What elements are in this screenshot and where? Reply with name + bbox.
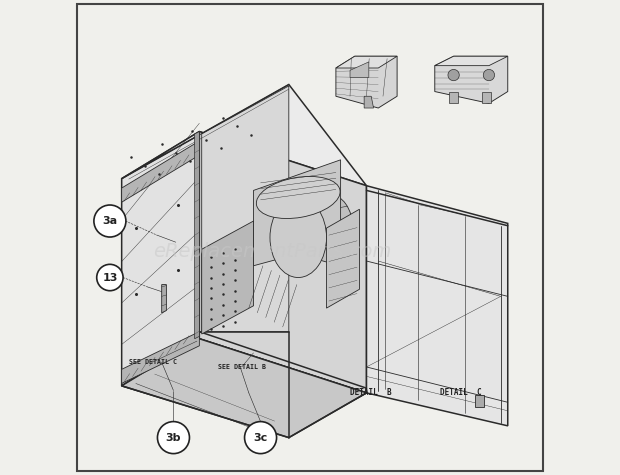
Polygon shape [200,132,366,393]
Circle shape [483,69,495,81]
Polygon shape [364,96,374,108]
Circle shape [244,422,277,454]
Polygon shape [254,160,340,266]
Polygon shape [202,86,289,332]
Polygon shape [122,339,366,437]
Polygon shape [475,395,484,407]
Polygon shape [122,132,200,386]
Polygon shape [336,56,397,68]
Polygon shape [122,141,200,202]
Circle shape [448,69,459,81]
Text: 3c: 3c [254,433,268,443]
Polygon shape [435,56,508,104]
Polygon shape [366,186,508,426]
Circle shape [157,422,190,454]
Text: DETAIL  C: DETAIL C [440,388,482,397]
Circle shape [97,264,123,291]
Polygon shape [482,92,491,104]
Polygon shape [195,132,200,339]
Polygon shape [162,285,166,313]
Text: eReplacementParts.com: eReplacementParts.com [153,242,391,261]
Polygon shape [122,339,366,435]
Polygon shape [122,85,366,186]
Polygon shape [350,62,369,77]
Polygon shape [336,56,397,108]
Text: SEE DETAIL C: SEE DETAIL C [129,359,177,365]
Polygon shape [122,332,200,383]
Polygon shape [202,221,254,334]
Text: SEE DETAIL B: SEE DETAIL B [218,364,266,370]
Polygon shape [435,56,508,66]
Circle shape [94,205,126,237]
Polygon shape [327,209,360,308]
Text: 3b: 3b [166,433,181,443]
Text: 13: 13 [102,273,118,283]
Ellipse shape [256,176,340,218]
Text: 3a: 3a [102,216,117,226]
Ellipse shape [270,198,327,277]
Ellipse shape [305,194,353,262]
Polygon shape [449,92,458,104]
Text: DETAIL  B: DETAIL B [350,388,392,397]
